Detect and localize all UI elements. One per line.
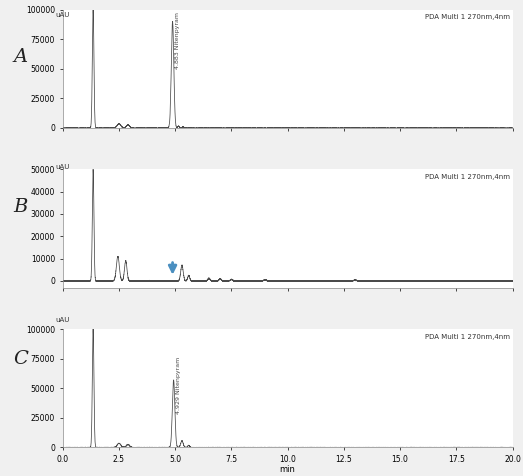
X-axis label: min: min xyxy=(280,466,295,475)
Text: A: A xyxy=(13,48,27,66)
Text: PDA Multi 1 270nm,4nm: PDA Multi 1 270nm,4nm xyxy=(425,14,510,20)
Text: C: C xyxy=(13,350,28,368)
Text: uAU: uAU xyxy=(55,317,69,323)
Text: 4.883 Nitenpyram: 4.883 Nitenpyram xyxy=(175,12,180,69)
Text: B: B xyxy=(13,198,27,216)
Text: uAU: uAU xyxy=(55,164,69,170)
Text: PDA Multi 1 270nm,4nm: PDA Multi 1 270nm,4nm xyxy=(425,174,510,180)
Text: uAU: uAU xyxy=(55,12,69,18)
Text: 4.929 Nitenpyram: 4.929 Nitenpyram xyxy=(176,357,181,414)
Text: PDA Multi 1 270nm,4nm: PDA Multi 1 270nm,4nm xyxy=(425,334,510,340)
